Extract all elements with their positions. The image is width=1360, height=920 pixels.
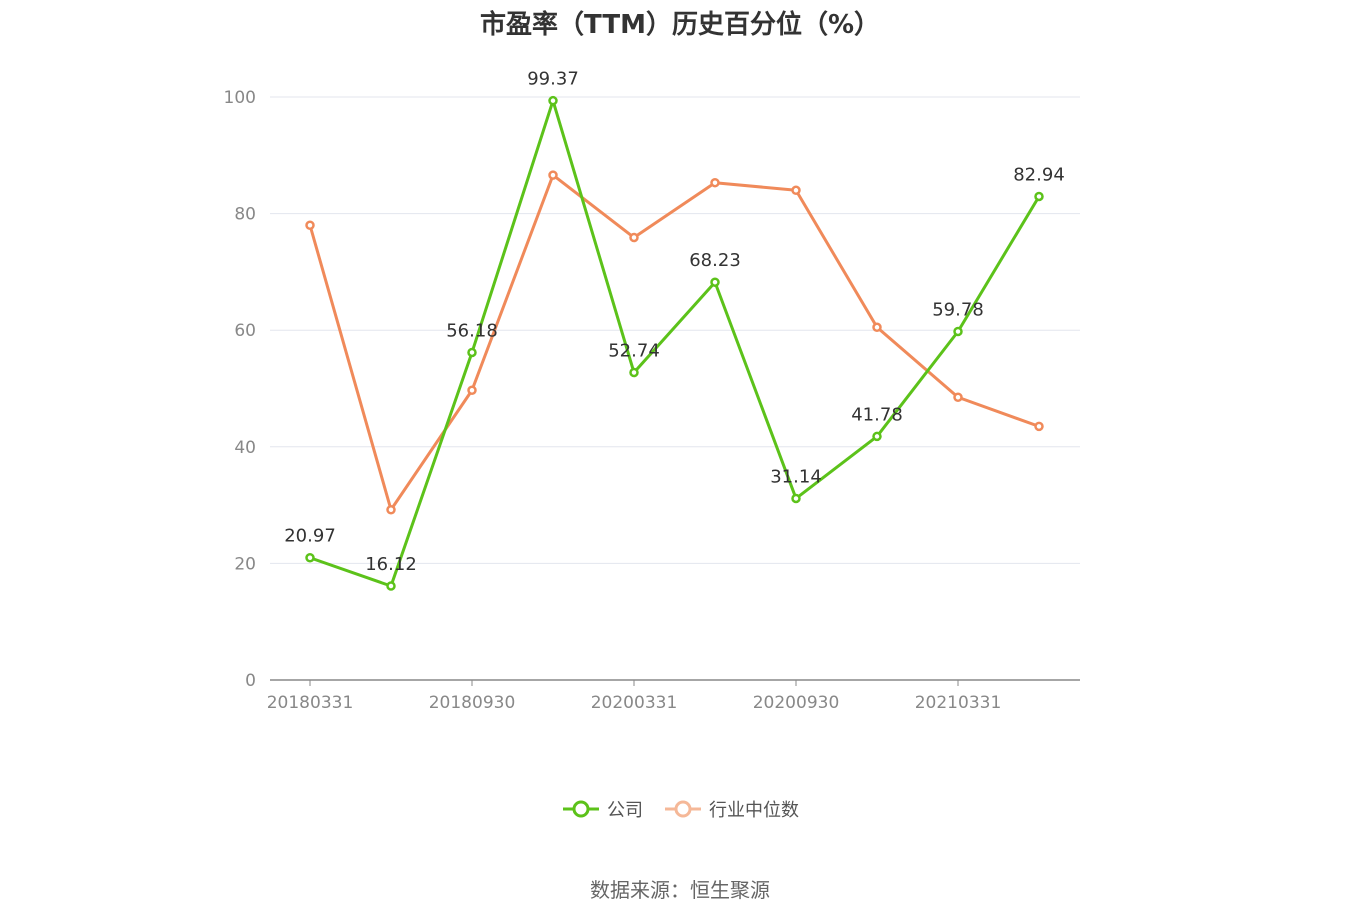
data-point [872, 322, 882, 333]
data-point [467, 347, 477, 358]
data-point [953, 326, 963, 337]
legend-swatch-icon [563, 800, 599, 818]
series-line-company [309, 99, 1041, 588]
y-tick-label: 60 [234, 321, 256, 341]
data-label: 68.23 [689, 250, 741, 271]
x-tick-label: 20180331 [267, 693, 354, 713]
data-label: 59.78 [932, 299, 984, 320]
data-label: 99.37 [527, 69, 579, 90]
data-point [305, 552, 315, 563]
x-tick-label: 20210331 [915, 693, 1002, 713]
legend-label: 行业中位数 [709, 800, 799, 821]
data-label: 41.78 [851, 404, 903, 425]
data-point [872, 431, 882, 442]
y-tick-label: 20 [234, 554, 256, 574]
data-label: 31.14 [770, 466, 822, 487]
legend-item[interactable]: 行业中位数 [663, 796, 799, 822]
data-label-layer: 20.97 16.12 56.18 99.37 52.74 68.23 31.14 41.78… [284, 69, 1065, 575]
data-point [953, 392, 963, 402]
data-point [467, 385, 477, 395]
data-point [386, 581, 396, 591]
y-tick-label: 80 [234, 205, 256, 225]
data-label: 52.74 [608, 341, 660, 362]
x-tick-label: 20180930 [429, 693, 516, 713]
axis-layer: 0 20 40 60 80 100 20180331 20180930 20200331 2020… [224, 88, 1080, 713]
data-point [710, 177, 720, 188]
data-point [305, 220, 315, 231]
source-note: 数据来源：恒生聚源 [590, 878, 770, 902]
data-point [791, 185, 801, 196]
y-tick-label: 100 [224, 88, 256, 108]
data-point [1034, 421, 1044, 432]
data-point [1034, 191, 1044, 202]
series-layer [305, 95, 1044, 591]
chart-title: 市盈率（TTM）历史百分位（%） [480, 10, 880, 40]
legend-item[interactable]: 公司 [561, 796, 643, 822]
x-tick-label: 20200331 [591, 693, 678, 713]
data-point [629, 232, 639, 243]
legend: 公司 行业中位数 [0, 796, 1360, 822]
data-label: 56.18 [446, 320, 498, 341]
data-label: 16.12 [365, 554, 417, 575]
series-line-industry [308, 173, 1040, 512]
legend-swatch-icon [665, 800, 701, 818]
data-point [386, 505, 396, 515]
y-tick-label: 40 [234, 438, 256, 458]
data-label: 20.97 [284, 526, 336, 547]
data-point [710, 277, 720, 287]
legend-label: 公司 [607, 800, 643, 821]
data-point [548, 170, 558, 180]
data-point [791, 493, 801, 504]
grid-layer [270, 96, 1080, 564]
data-label: 82.94 [1013, 164, 1065, 185]
x-tick-label: 20200930 [753, 693, 840, 713]
y-tick-label: 0 [245, 671, 256, 691]
data-point [548, 95, 558, 106]
data-point [629, 367, 639, 378]
